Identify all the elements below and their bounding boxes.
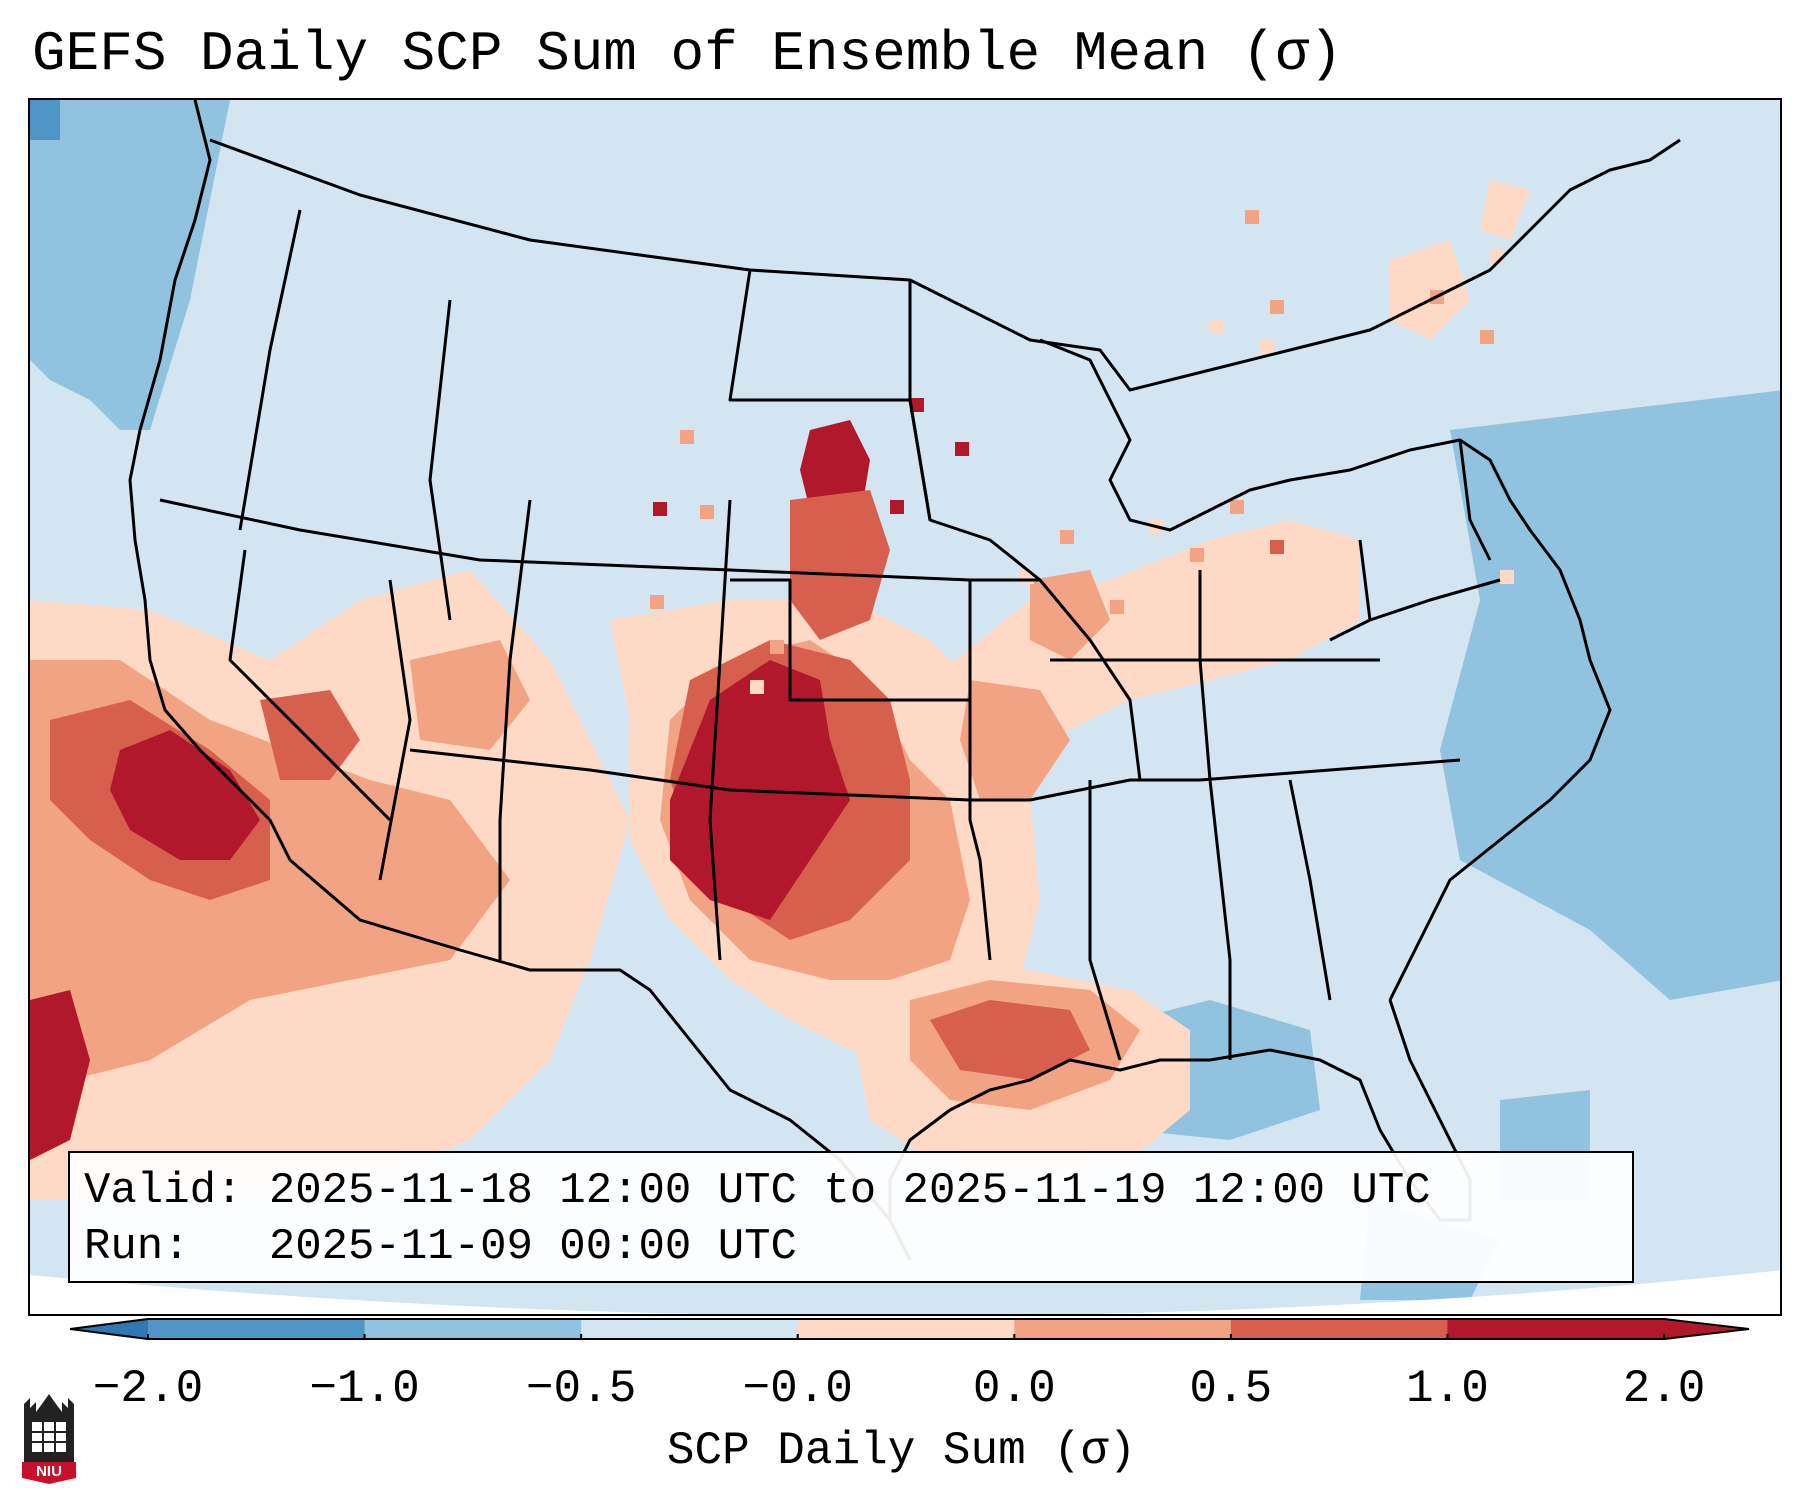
boundary-line bbox=[1198, 570, 1232, 1060]
scp-grid-cell bbox=[1480, 330, 1494, 344]
scp-grid-cell bbox=[653, 502, 667, 516]
boundary-line bbox=[1039, 338, 1532, 532]
scp-grid-cell bbox=[890, 500, 904, 514]
colorbar-tick-label: −2.0 bbox=[92, 1363, 204, 1415]
colorbar-extend-low bbox=[70, 1318, 148, 1340]
colorbar bbox=[70, 1318, 1750, 1340]
boundary-line bbox=[228, 549, 392, 822]
scp-contour-region bbox=[410, 640, 530, 750]
scp-contour-region bbox=[30, 100, 230, 430]
valid-value: 2025-11-18 12:00 UTC to 2025-11-19 12:00… bbox=[268, 1166, 1431, 1216]
scp-grid-cell bbox=[910, 398, 924, 412]
scp-contour-region bbox=[260, 690, 360, 780]
boundary-line bbox=[1329, 578, 1501, 642]
scp-contour-region bbox=[30, 100, 60, 140]
valid-label: Valid: bbox=[84, 1166, 243, 1216]
boundary-line bbox=[209, 138, 1211, 392]
boundary-line bbox=[289, 858, 892, 1221]
colorbar-tick-label: 0.0 bbox=[972, 1363, 1056, 1415]
scp-contour-region bbox=[930, 1000, 1090, 1080]
scp-grid-cell bbox=[955, 442, 969, 456]
colorbar-tick-label: −1.0 bbox=[309, 1363, 420, 1415]
scp-grid-cell bbox=[680, 430, 694, 444]
scp-grid-cell bbox=[1210, 320, 1224, 334]
boundary-line bbox=[1388, 529, 1612, 1001]
scp-grid-cell bbox=[1270, 540, 1284, 554]
scp-contour-region bbox=[960, 680, 1070, 800]
colorbar-tick-label: 1.0 bbox=[1406, 1363, 1489, 1415]
scp-grid-cell bbox=[1270, 300, 1284, 314]
boundary-line bbox=[498, 499, 532, 960]
scp-grid-cell bbox=[750, 680, 764, 694]
boundary-line bbox=[968, 580, 992, 961]
scp-grid-cell bbox=[1500, 570, 1514, 584]
scp-grid-cell bbox=[1230, 500, 1244, 514]
boundary-line bbox=[159, 498, 1040, 582]
boundary-line bbox=[1088, 780, 1122, 1061]
map-panel[interactable] bbox=[28, 98, 1782, 1316]
colorbar-tick-label: −0.0 bbox=[742, 1363, 853, 1415]
colorbar-tick-label: −0.5 bbox=[525, 1363, 637, 1415]
boundary-layer bbox=[128, 100, 1681, 1261]
niu-logo: NIU bbox=[22, 1394, 76, 1484]
scp-contour-region bbox=[110, 730, 260, 860]
scp-grid-cell bbox=[1060, 530, 1074, 544]
scp-contour-region bbox=[790, 490, 890, 640]
boundary-line bbox=[128, 100, 292, 861]
boundary-line bbox=[1358, 539, 1372, 621]
run-label: Run: bbox=[84, 1222, 190, 1272]
boundary-line bbox=[1458, 439, 1492, 561]
scp-grid-cell bbox=[1260, 340, 1274, 354]
colorbar-segment bbox=[1447, 1318, 1665, 1340]
colorbar-segment bbox=[581, 1318, 799, 1340]
scp-contour-region bbox=[1440, 390, 1780, 1000]
colorbar-label: SCP Daily Sum (σ) bbox=[666, 1425, 1137, 1477]
boundary-line bbox=[238, 209, 302, 531]
colorbar-segment bbox=[1014, 1318, 1232, 1340]
page-title: GEFS Daily SCP Sum of Ensemble Mean (σ) bbox=[32, 22, 1343, 86]
boundary-line bbox=[409, 748, 1461, 802]
scp-grid-cell bbox=[700, 505, 714, 519]
colorbar-segment bbox=[1230, 1318, 1448, 1340]
scp-grid-cell bbox=[1190, 548, 1204, 562]
map-canvas bbox=[30, 100, 1780, 1314]
boundary-line bbox=[708, 499, 732, 961]
boundary-line bbox=[908, 280, 1142, 781]
colorbar-tick-label: 2.0 bbox=[1622, 1363, 1706, 1415]
scp-grid-cell bbox=[650, 595, 664, 609]
colorbar-segment bbox=[148, 1318, 366, 1340]
colorbar-tick-label: 0.5 bbox=[1189, 1363, 1273, 1415]
colorbar-segment bbox=[797, 1318, 1015, 1340]
boundary-line bbox=[730, 578, 970, 702]
colorbar-segment bbox=[364, 1318, 582, 1340]
projection-edge bbox=[30, 1270, 1780, 1314]
boundary-line bbox=[378, 579, 412, 881]
scp-contour-region bbox=[1480, 180, 1530, 240]
scp-contour-region bbox=[30, 990, 90, 1160]
colorbar-extend-high bbox=[1664, 1318, 1750, 1340]
logo-text: NIU bbox=[36, 1463, 62, 1480]
boundary-line bbox=[428, 299, 452, 621]
scp-grid-cell bbox=[1110, 600, 1124, 614]
scp-grid-cell bbox=[1245, 210, 1259, 224]
valid-time-box: Valid: 2025-11-18 12:00 UTC to 2025-11-1… bbox=[68, 1151, 1634, 1283]
boundary-line bbox=[1209, 138, 1681, 372]
run-value: 2025-11-09 00:00 UTC bbox=[268, 1222, 797, 1272]
scp-grid-cell bbox=[1330, 560, 1344, 574]
scp-grid-cell bbox=[770, 640, 784, 654]
boundary-line bbox=[1288, 779, 1332, 1001]
